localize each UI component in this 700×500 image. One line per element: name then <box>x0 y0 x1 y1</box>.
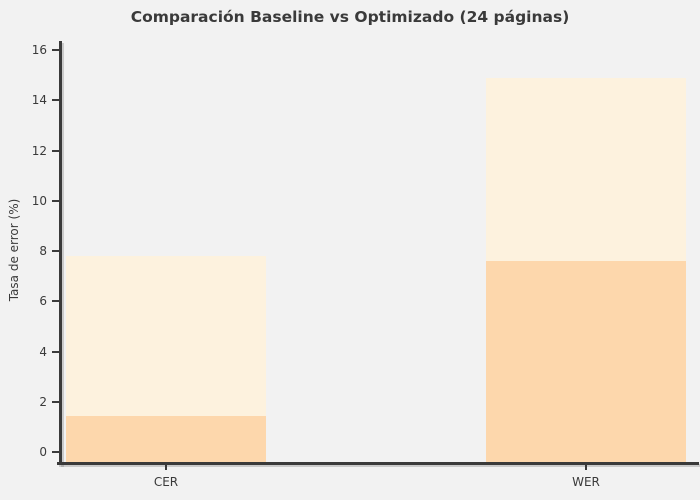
y-tick-label: 12 <box>31 143 47 158</box>
y-tick-label: 8 <box>39 244 47 258</box>
y-tick-mark <box>52 350 59 353</box>
x-tick-mark <box>585 465 587 470</box>
y-tick-label: 0 <box>39 445 47 459</box>
y-tick-mark <box>52 300 59 303</box>
bar-optimizado-wer <box>486 261 686 462</box>
x-tick-label-wer: WER <box>572 475 600 489</box>
y-tick-label: 4 <box>39 344 47 359</box>
y-tick-mark <box>52 49 59 51</box>
y-tick-mark <box>52 250 59 252</box>
y-tick-label: 16 <box>31 43 47 57</box>
y-tick-mark <box>52 149 59 152</box>
y-tick-mark <box>52 99 59 102</box>
x-axis-spine <box>57 462 699 465</box>
y-tick-mark <box>52 400 59 403</box>
y-tick-mark <box>52 451 59 453</box>
y-axis-spine <box>59 41 62 465</box>
bar-optimizado-cer <box>66 415 266 462</box>
y-tick-label: 6 <box>39 294 47 309</box>
y-tick-label: 2 <box>39 394 47 409</box>
y-tick-mark <box>52 199 59 202</box>
chart-title: Comparación Baseline vs Optimizado (24 p… <box>130 8 570 26</box>
x-tick-label-cer: CER <box>153 475 179 489</box>
y-tick-label: 10 <box>31 193 47 208</box>
y-tick-label: 14 <box>31 93 47 108</box>
x-tick-mark <box>165 465 167 470</box>
